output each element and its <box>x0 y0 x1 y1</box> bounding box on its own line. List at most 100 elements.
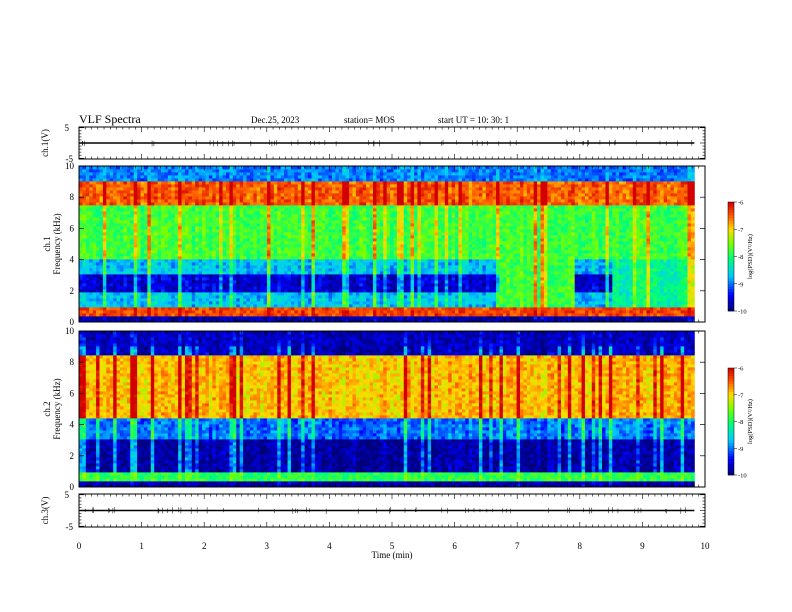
spectrogram-cell <box>315 199 319 202</box>
spectrogram-cell <box>277 235 281 238</box>
spectrogram-cell <box>164 301 168 304</box>
spectrogram-cell <box>250 316 254 319</box>
spectrogram-cell <box>171 196 175 199</box>
spectrogram-cell <box>229 205 233 208</box>
spectrogram-cell <box>349 271 353 274</box>
spectrogram-cell <box>264 268 268 271</box>
spectrogram-cell <box>250 253 254 256</box>
spectrogram-cell <box>233 262 237 265</box>
spectrogram-cell <box>219 202 223 205</box>
spectrogram-cell <box>264 193 268 196</box>
spectrogram-cell <box>366 235 370 238</box>
spectrogram-cell <box>346 172 350 175</box>
spectrogram-cell <box>154 238 158 241</box>
spectrogram-cell <box>298 187 302 190</box>
spectrogram-cell <box>250 286 254 289</box>
spectrogram-cell <box>335 286 339 289</box>
spectrogram-cell <box>86 301 90 304</box>
spectrogram-cell <box>127 169 131 172</box>
spectrogram-cell <box>236 187 240 190</box>
spectrogram-cell <box>387 277 391 280</box>
spectrogram-cell <box>205 310 209 313</box>
spectrogram-cell <box>257 187 261 190</box>
spectrogram-cell <box>305 214 309 217</box>
spectrogram-cell <box>318 199 322 202</box>
spectrogram-cell <box>240 259 244 262</box>
spectrogram-cell <box>137 166 141 169</box>
spectrogram-cell <box>89 211 93 214</box>
spectrogram-cell <box>380 214 384 217</box>
spectrogram-cell <box>264 235 268 238</box>
spectrogram-cell <box>117 169 121 172</box>
spectrogram-cell <box>376 217 380 220</box>
spectrogram-cell <box>339 217 343 220</box>
spectrogram-cell <box>229 193 233 196</box>
spectrogram-cell <box>373 217 377 220</box>
spectrogram-cell <box>127 199 131 202</box>
spectrogram-cell <box>164 202 168 205</box>
spectrogram-cell <box>106 211 110 214</box>
spectrogram-cell <box>284 247 288 250</box>
spectrogram-cell <box>325 223 329 226</box>
spectrogram-cell <box>253 313 257 316</box>
spectrogram-cell <box>130 244 134 247</box>
spectrogram-cell <box>202 211 206 214</box>
spectrogram-cell <box>311 172 315 175</box>
spectrogram-cell <box>229 235 233 238</box>
spectrogram-cell <box>291 202 295 205</box>
spectrogram-cell <box>284 298 288 301</box>
spectrogram-cell <box>380 280 384 283</box>
spectrogram-cell <box>264 247 268 250</box>
spectrogram-cell <box>305 286 309 289</box>
spectrogram-cell <box>366 232 370 235</box>
spectrogram-cell <box>305 202 309 205</box>
spectrogram-cell <box>171 247 175 250</box>
spectrogram-cell <box>154 274 158 277</box>
spectrogram-cell <box>332 232 336 235</box>
spectrogram-cell <box>305 253 309 256</box>
spectrogram-cell <box>366 262 370 265</box>
spectrogram-cell <box>96 280 100 283</box>
spectrogram-cell <box>253 172 257 175</box>
spectrogram-cell <box>202 232 206 235</box>
spectrogram-cell <box>305 166 309 169</box>
spectrogram-cell <box>182 253 186 256</box>
spectrogram-cell <box>376 298 380 301</box>
spectrogram-cell <box>117 232 121 235</box>
spectrogram-cell <box>335 268 339 271</box>
spectrogram-cell <box>158 253 162 256</box>
spectrogram-cell <box>103 172 107 175</box>
spectrogram-cell <box>325 304 329 307</box>
figure-title: VLF Spectra <box>79 112 141 126</box>
spectrogram-cell <box>199 253 203 256</box>
spectrogram-cell <box>356 307 360 310</box>
spectrogram-cell <box>137 214 141 217</box>
spectrogram-cell <box>240 271 244 274</box>
spectrogram-cell <box>117 223 121 226</box>
spectrogram-cell <box>117 202 121 205</box>
spectrogram-cell <box>356 277 360 280</box>
spectrogram-cell <box>82 310 86 313</box>
spectrogram-cell <box>260 238 264 241</box>
spectrogram-cell <box>281 259 285 262</box>
spectrogram-cell <box>277 217 281 220</box>
spectrogram-cell <box>205 292 209 295</box>
spectrogram-cell <box>185 298 189 301</box>
spectrogram-cell <box>342 274 346 277</box>
spectrogram-cell <box>257 298 261 301</box>
spectrogram-cell <box>82 229 86 232</box>
spectrogram-cell <box>318 256 322 259</box>
spectrogram-cell <box>100 247 104 250</box>
spectrogram-cell <box>250 202 254 205</box>
spectrogram-cell <box>247 292 251 295</box>
spectrogram-cell <box>127 190 131 193</box>
spectrogram-cell <box>370 208 374 211</box>
spectrogram-cell <box>141 202 145 205</box>
spectrogram-cell <box>243 169 247 172</box>
spectrogram-cell <box>294 265 298 268</box>
spectrogram-cell <box>127 238 131 241</box>
spectrogram-cell <box>127 301 131 304</box>
spectrogram-cell <box>366 280 370 283</box>
spectrogram-cell <box>82 199 86 202</box>
spectrogram-cell <box>267 211 271 214</box>
